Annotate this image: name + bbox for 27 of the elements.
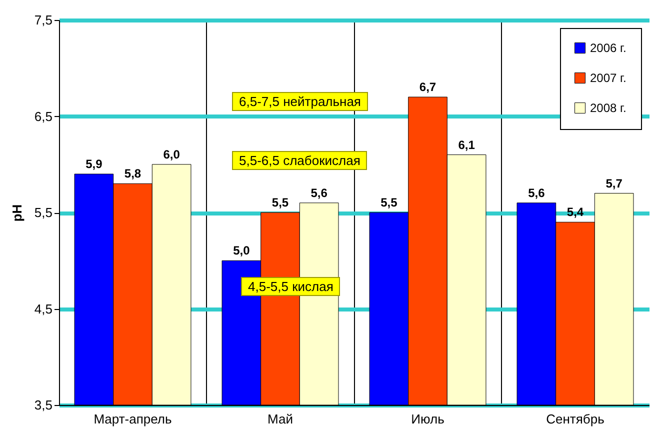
x-tick-label: Март-апрель (94, 412, 172, 426)
data-label: 5,7 (606, 176, 623, 190)
data-label: 5,8 (124, 166, 142, 181)
legend-label: 2007 г. (590, 71, 626, 85)
data-label: 5,6 (310, 186, 328, 200)
y-tick-label: 5,5 (34, 205, 52, 220)
data-label: 5,5 (380, 196, 398, 210)
data-label: 5,5 (272, 196, 289, 210)
x-tick-label: Май (268, 412, 293, 426)
annotation: 4,5-5,5 кислая (241, 277, 340, 296)
data-label: 5,6 (528, 186, 546, 200)
legend-label: 2006 г. (590, 41, 626, 55)
x-tick-label: Сентябрь (546, 412, 605, 426)
y-tick-label: 6,5 (34, 108, 52, 124)
annotation: 6,5-7,5 нейтральная (232, 92, 368, 111)
y-tick-label: 4,5 (34, 301, 52, 316)
data-label: 6,1 (458, 138, 476, 152)
y-tick-label: 3,5 (34, 398, 52, 412)
data-label: 5,0 (233, 244, 250, 258)
annotation: 5,5-6,5 слабокислая (232, 151, 368, 170)
x-tick-label: Июль (411, 412, 445, 426)
y-tick-label: 7,5 (34, 12, 52, 28)
data-label: 6,7 (419, 80, 436, 94)
legend-label: 2008 г. (590, 101, 626, 115)
data-label: 6,0 (163, 147, 180, 162)
y-axis-title: pH (9, 204, 24, 222)
data-label: 5,9 (86, 157, 103, 171)
